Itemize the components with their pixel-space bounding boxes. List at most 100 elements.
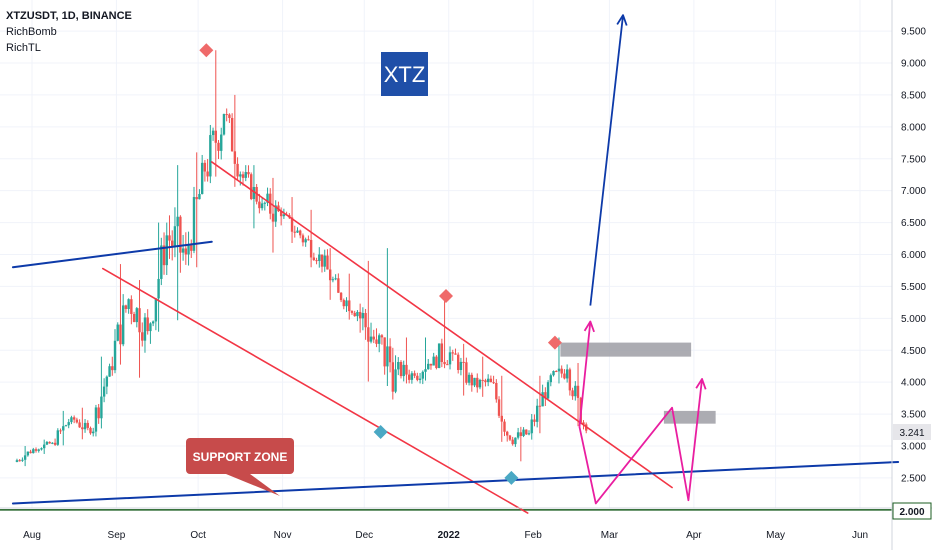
candle-body xyxy=(124,305,128,309)
candle-body xyxy=(32,449,35,454)
candle-body xyxy=(173,226,177,246)
candle-body xyxy=(70,417,73,423)
legend-indicator-richbomb[interactable]: RichBomb xyxy=(6,26,57,38)
upper-trendline xyxy=(11,240,213,269)
candle-body xyxy=(249,174,253,200)
candle-body xyxy=(484,380,487,383)
candle-body xyxy=(220,134,223,151)
candle-body xyxy=(424,369,427,372)
candle-body xyxy=(320,254,324,267)
projection-arrowhead xyxy=(583,320,595,333)
time-tick-label: Apr xyxy=(686,530,702,541)
candle-body xyxy=(72,417,76,420)
candle-body xyxy=(516,432,520,438)
candle-body xyxy=(105,376,109,387)
candle-body xyxy=(495,382,498,400)
candle-body xyxy=(525,429,528,435)
price-axis[interactable]: 2.500 3.000 3.500 4.000 4.500 5.000 5.500 6.000… xyxy=(891,0,926,550)
candle-body xyxy=(78,422,81,428)
grid-lines xyxy=(0,0,892,508)
candle-body xyxy=(492,382,495,384)
candle-body xyxy=(339,292,343,301)
projection-arrowhead xyxy=(616,14,628,26)
candle-body xyxy=(59,430,62,432)
candle-body xyxy=(217,142,220,151)
candle-body xyxy=(157,278,160,299)
candle-body xyxy=(244,172,247,178)
support-zone-callout: SUPPORT ZONE xyxy=(186,438,294,496)
candle-body xyxy=(230,117,234,152)
candle-body xyxy=(481,379,484,381)
candle-body xyxy=(530,419,533,434)
candle-body xyxy=(576,385,580,398)
channel-lower-line xyxy=(102,267,529,514)
chart-legend: XTZUSDT, 1D, BINANCE RichBomb RichTL xyxy=(6,8,132,56)
candle-body xyxy=(328,269,332,281)
candle-body xyxy=(568,369,572,391)
candle-body xyxy=(410,373,414,380)
candle-body xyxy=(211,130,215,136)
candle-body xyxy=(190,245,193,251)
time-axis[interactable]: Aug Sep Oct Nov Dec 2022 Feb Mar Apr May Jun xyxy=(0,507,932,541)
trough-marker xyxy=(373,424,388,439)
candle-body xyxy=(138,308,141,333)
candle-body xyxy=(326,255,329,270)
candle-body xyxy=(486,378,490,383)
price-tick-label: 7.000 xyxy=(901,186,926,197)
candle-body xyxy=(582,422,585,425)
candle-body xyxy=(506,431,509,436)
candle-body xyxy=(181,248,185,253)
candle-body xyxy=(388,346,392,363)
candle-body xyxy=(497,399,501,416)
candle-body xyxy=(171,240,174,246)
candle-body xyxy=(312,257,316,261)
peak-marker xyxy=(547,335,562,350)
candle-body xyxy=(48,441,51,444)
candle-body xyxy=(399,361,403,377)
candle-body xyxy=(394,369,397,392)
candle-body xyxy=(383,337,386,367)
price-tick-label: 3.500 xyxy=(901,410,926,421)
candle-body xyxy=(252,186,256,200)
candle-body xyxy=(307,239,310,241)
candle-body xyxy=(511,439,514,445)
price-tick-label: 8.000 xyxy=(901,122,926,133)
candle-body xyxy=(454,353,457,355)
candle-body xyxy=(116,324,119,341)
candle-body xyxy=(331,279,335,281)
candle-body xyxy=(279,211,283,217)
candle-body xyxy=(149,323,152,332)
projection-scenario_2 xyxy=(578,321,592,427)
candle-body xyxy=(544,392,547,399)
candle-body xyxy=(62,426,65,431)
candle-body xyxy=(266,193,269,203)
support-price-label: 2.000 xyxy=(892,502,932,520)
ascending-trendline xyxy=(11,460,900,505)
candle-body xyxy=(81,427,84,430)
candle-body xyxy=(92,431,95,434)
candle-body xyxy=(97,407,100,419)
candle-body xyxy=(476,377,479,388)
channel-upper-line xyxy=(210,161,673,489)
candle-body xyxy=(141,332,144,341)
candle-body xyxy=(443,361,446,365)
candle-body xyxy=(18,460,21,462)
candle-body xyxy=(353,312,356,317)
candle-body xyxy=(111,366,114,371)
candle-body xyxy=(151,321,155,324)
candle-body xyxy=(282,214,286,217)
candle-body xyxy=(187,245,190,255)
resistance-zone xyxy=(560,342,692,357)
candle-body xyxy=(233,151,237,164)
candle-body xyxy=(435,356,438,369)
candle-body xyxy=(427,363,430,370)
legend-indicator-richtl[interactable]: RichTL xyxy=(6,42,41,54)
candle-body xyxy=(258,201,261,209)
candle-body xyxy=(348,300,351,312)
candle-body xyxy=(546,382,550,399)
candle-body xyxy=(37,449,40,451)
candle-body xyxy=(15,460,19,462)
candle-body xyxy=(165,235,168,266)
